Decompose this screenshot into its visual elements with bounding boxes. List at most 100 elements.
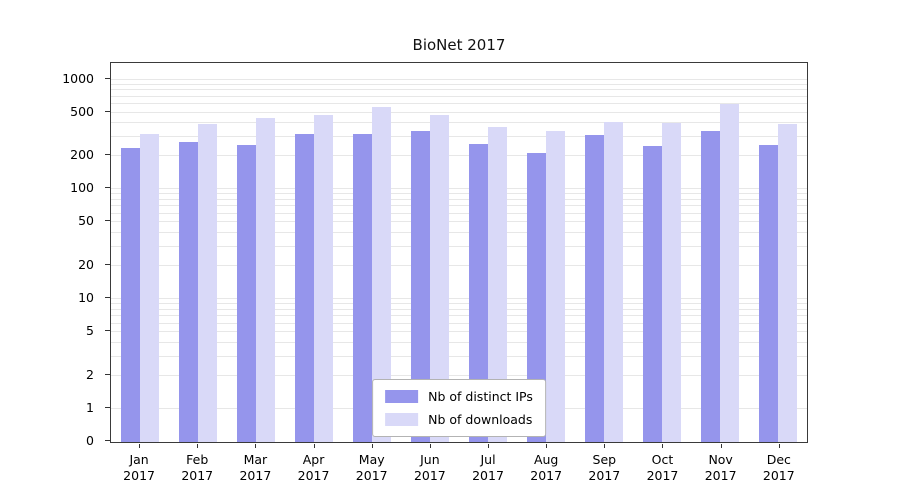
x-tick-mark [371,444,373,448]
legend: Nb of distinct IPs Nb of downloads [372,379,546,437]
legend-label: Nb of downloads [428,412,533,427]
x-tick-label: Aug 2017 [524,444,568,484]
y-tick-label: 200 [70,147,94,163]
bar-group-apr-2017 [292,114,336,442]
bar-nb-of-distinct-ips [527,152,546,442]
y-tick-label: 20 [78,257,94,273]
bar-group-aug-2017 [524,130,568,442]
x-tick-label: Mar 2017 [233,444,277,484]
y-tick-label: 2 [86,367,94,382]
x-tick-label: Jun 2017 [408,444,452,484]
bar-nb-of-distinct-ips [295,133,314,442]
bar-group-sep-2017 [582,122,626,442]
y-axis: 0 1 2 5 10 20 50 100 200 500 1000 [0,62,110,448]
gridline [111,122,807,124]
bar-group-may-2017 [350,107,394,442]
bar-nb-of-downloads [314,114,333,442]
bar-nb-of-distinct-ips [469,143,488,442]
y-tick-mark [105,297,110,299]
gridline [111,232,807,233]
gridline [111,212,807,214]
y-tick-mark [105,187,110,189]
gridline [111,221,807,223]
bar-group-dec-2017 [756,123,800,442]
y-tick-mark [105,110,110,112]
y-tick-label: 5 [86,323,94,339]
bar-nb-of-distinct-ips [121,147,140,442]
bar-nb-of-downloads [488,126,507,442]
y-tick-label: 1000 [62,70,94,86]
x-tick-mark [778,444,780,448]
y-tick-mark [105,440,110,441]
bar-group-jun-2017 [408,114,452,442]
x-tick-label: Sep 2017 [582,444,626,484]
bar-nb-of-downloads [140,133,159,442]
legend-item-nb-of-distinct-ips: Nb of distinct IPs [385,389,533,404]
gridline [111,308,807,310]
y-tick-mark [105,407,110,408]
gridline [111,83,807,85]
x-tick-label: Jan 2017 [117,444,161,484]
bar-group-jan-2017 [118,133,162,442]
gridline [111,331,807,333]
x-tick-label: May 2017 [350,444,394,484]
gridline [111,78,807,80]
gridline [111,265,807,267]
x-tick-label: Feb 2017 [175,444,219,484]
gridline [111,95,807,97]
bar-group-nov-2017 [698,103,742,442]
gridline [111,375,807,376]
bar-nb-of-distinct-ips [237,144,256,442]
y-tick-label: 10 [78,290,94,306]
bar-nb-of-downloads [198,124,217,442]
gridline [111,341,807,343]
bar-nb-of-distinct-ips [179,141,198,442]
gridline [111,89,807,91]
bar-nb-of-downloads [662,123,681,442]
bar-nb-of-downloads [430,114,449,442]
gridline [111,303,807,305]
bar-group-oct-2017 [640,123,684,442]
bar-nb-of-distinct-ips [643,145,662,442]
x-tick-label: Oct 2017 [640,444,684,484]
gridline [111,322,807,324]
y-tick-label: 0 [86,433,94,448]
gridline [111,205,807,207]
x-tick-label: Apr 2017 [292,444,336,484]
bar-group-feb-2017 [176,124,220,442]
bar-nb-of-distinct-ips [411,130,430,442]
gridline [111,245,807,247]
y-tick-label: 500 [70,103,94,119]
bar-nb-of-distinct-ips [585,135,604,442]
chart-title: BioNet 2017 [412,36,506,54]
y-tick-label: 50 [78,213,94,229]
y-tick-mark [105,220,110,222]
bar-nb-of-downloads [372,107,391,442]
gridline [111,102,807,104]
x-tick-label: Nov 2017 [699,444,743,484]
x-tick-mark [488,444,490,448]
y-tick-mark [105,264,110,266]
x-axis: Jan 2017 Feb 2017 Mar 2017 Apr 2017 May 2017 Jun 20… [110,444,808,484]
gridline [111,193,807,195]
y-tick-label: 1 [86,400,94,415]
bar-nb-of-distinct-ips [759,144,778,442]
plot-area: Nb of distinct IPs Nb of downloads [110,62,808,443]
x-tick-label: Jul 2017 [466,444,510,484]
bar-nb-of-downloads [256,117,275,442]
y-tick-mark [105,330,110,332]
gridline [111,315,807,317]
x-tick-mark [313,444,315,448]
x-tick-mark [197,444,199,448]
legend-swatch-nb-of-downloads [385,413,419,426]
x-tick-mark [662,444,664,448]
gridline [111,135,807,137]
y-tick-mark [105,77,110,79]
x-tick-mark [546,444,548,448]
bar-nb-of-downloads [778,123,797,442]
x-tick-label: Dec 2017 [757,444,801,484]
bar-nb-of-downloads [720,103,739,442]
x-tick-mark [139,444,141,448]
legend-label: Nb of distinct IPs [428,389,533,404]
